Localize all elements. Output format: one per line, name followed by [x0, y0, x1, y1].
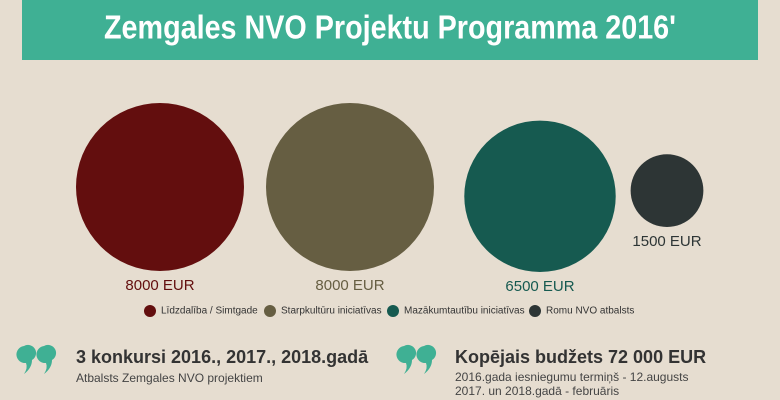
highlight-text: 2017. un 2018.gadā - februāris [455, 384, 619, 398]
value-label: 6500 EUR [505, 278, 574, 295]
legend-swatch [144, 305, 156, 317]
legend-swatch [264, 305, 276, 317]
legend-label: Mazākumtautību iniciatīvas [404, 306, 525, 317]
highlight-text: 2016.gada iesniegumu termiņš - 12.august… [455, 370, 688, 384]
legend-label: Romu NVO atbalsts [546, 306, 634, 317]
chart-title: Zemgales NVO Projektu Programma 2016' [104, 9, 676, 46]
bubble [464, 120, 616, 273]
legend-label: Starpkultūru iniciatīvas [281, 306, 382, 317]
bubble [76, 103, 244, 271]
quote-icon [16, 344, 57, 374]
highlight-text: Atbalsts Zemgales NVO projektiem [76, 371, 263, 385]
value-label: 1500 EUR [632, 233, 701, 250]
quote-icon [396, 344, 437, 374]
legend-swatch [387, 305, 399, 317]
value-label: 8000 EUR [125, 277, 194, 294]
bubble [630, 154, 704, 227]
highlight-title: Kopējais budžets 72 000 EUR [455, 347, 706, 367]
highlight-title: 3 konkursi 2016., 2017., 2018.gadā [76, 347, 369, 367]
bubble [266, 103, 434, 271]
title-banner [22, 0, 758, 60]
legend-label: Līdzdalība / Simtgade [161, 306, 258, 317]
value-label: 8000 EUR [315, 277, 384, 294]
legend-swatch [529, 305, 541, 317]
